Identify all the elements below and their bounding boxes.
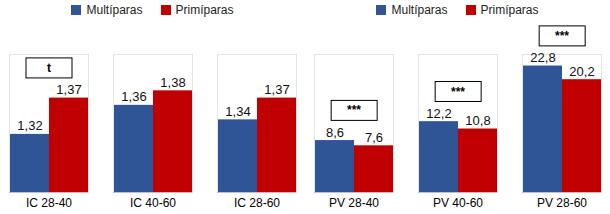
svg-text:***: ***: [555, 29, 569, 43]
html-text:Multíparas: Multíparas: [391, 3, 448, 17]
html-text:Multíparas: Multíparas: [86, 3, 143, 17]
svg-text:8,6: 8,6: [326, 125, 344, 140]
svg-text:7,6: 7,6: [365, 130, 383, 145]
svg-text:12,2: 12,2: [426, 106, 451, 121]
svg-text:PV 28-60: PV 28-60: [537, 196, 587, 210]
svg-text:1,37: 1,37: [56, 82, 81, 97]
svg-text:1,37: 1,37: [264, 82, 289, 97]
svg-text:1,34: 1,34: [225, 104, 250, 119]
svg-text:1,32: 1,32: [17, 118, 42, 133]
svg-text:20,2: 20,2: [569, 64, 594, 79]
svg-text:1,36: 1,36: [121, 89, 146, 104]
html-text:Primíparas: Primíparas: [480, 3, 539, 17]
svg-text:1,38: 1,38: [160, 75, 185, 90]
svg-text:IC 28-60: IC 28-60: [234, 196, 280, 210]
svg-text:PV 28-40: PV 28-40: [329, 196, 379, 210]
svg-text:22,8: 22,8: [530, 50, 555, 65]
svg-text:PV 40-60: PV 40-60: [433, 196, 483, 210]
svg-text:IC 40-60: IC 40-60: [130, 196, 176, 210]
html-text:Primíparas: Primíparas: [175, 3, 234, 17]
svg-text:10,8: 10,8: [465, 113, 490, 128]
svg-text:***: ***: [347, 103, 361, 117]
svg-text:t: t: [47, 61, 51, 75]
svg-text:***: ***: [451, 85, 465, 99]
svg-text:IC 28-40: IC 28-40: [26, 196, 72, 210]
